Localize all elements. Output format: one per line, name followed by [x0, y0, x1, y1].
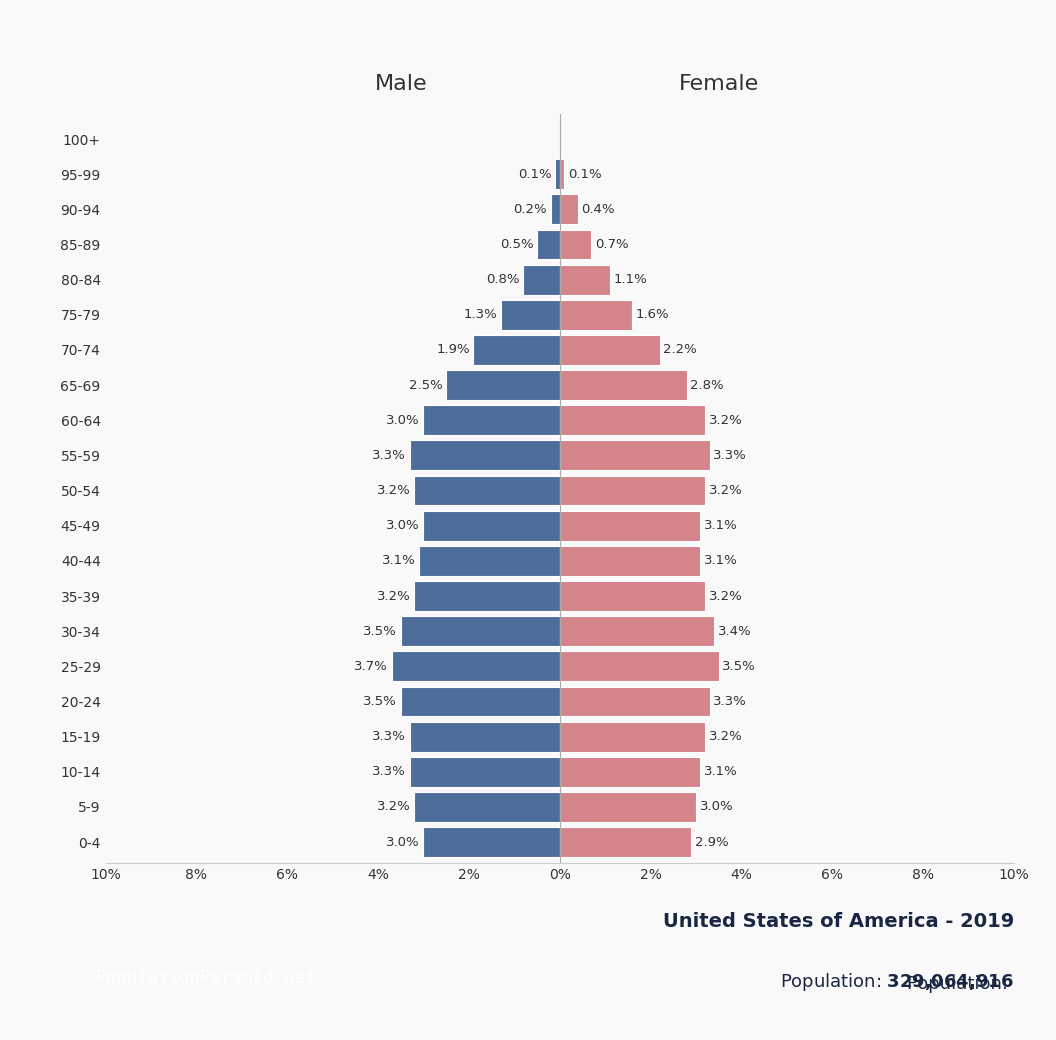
- Bar: [423, 827, 560, 857]
- Bar: [501, 300, 560, 330]
- Text: 3.2%: 3.2%: [709, 730, 742, 744]
- Bar: [560, 686, 710, 717]
- Text: 0.7%: 0.7%: [596, 238, 628, 251]
- Text: 0.1%: 0.1%: [568, 167, 602, 181]
- Text: 3.3%: 3.3%: [373, 765, 407, 778]
- Bar: [560, 370, 686, 400]
- Bar: [423, 406, 560, 435]
- Text: 0.4%: 0.4%: [582, 203, 615, 216]
- Bar: [560, 300, 633, 330]
- Bar: [410, 722, 560, 752]
- Text: 3.2%: 3.2%: [377, 484, 411, 497]
- Text: 1.1%: 1.1%: [614, 274, 647, 286]
- Text: 3.1%: 3.1%: [381, 554, 415, 568]
- Bar: [560, 792, 696, 822]
- Text: 3.5%: 3.5%: [363, 695, 397, 708]
- Text: 3.2%: 3.2%: [709, 590, 742, 602]
- Text: 3.2%: 3.2%: [709, 414, 742, 426]
- Bar: [560, 406, 705, 435]
- Bar: [410, 441, 560, 470]
- Text: Population: $\mathbf{329{,}064{,}916}$: Population: $\mathbf{329{,}064{,}916}$: [780, 971, 1014, 993]
- Text: 2.9%: 2.9%: [695, 835, 729, 849]
- Text: 3.7%: 3.7%: [354, 659, 388, 673]
- Bar: [555, 159, 560, 189]
- Bar: [524, 265, 560, 294]
- Text: Male: Male: [375, 74, 427, 94]
- Text: 3.5%: 3.5%: [363, 625, 397, 638]
- Text: 3.4%: 3.4%: [718, 625, 751, 638]
- Bar: [560, 651, 718, 681]
- Text: 3.1%: 3.1%: [704, 765, 738, 778]
- Bar: [560, 827, 692, 857]
- Text: 3.1%: 3.1%: [704, 554, 738, 568]
- Text: 1.3%: 1.3%: [464, 308, 497, 321]
- Text: 1.6%: 1.6%: [636, 308, 670, 321]
- Text: 2.8%: 2.8%: [691, 379, 724, 392]
- Bar: [560, 475, 705, 505]
- Text: 3.3%: 3.3%: [713, 695, 747, 708]
- Bar: [414, 792, 560, 822]
- Bar: [560, 722, 705, 752]
- Text: 3.3%: 3.3%: [373, 449, 407, 462]
- Bar: [560, 194, 578, 225]
- Text: 3.3%: 3.3%: [713, 449, 747, 462]
- Bar: [538, 230, 560, 259]
- Bar: [560, 757, 700, 786]
- Bar: [560, 230, 591, 259]
- Text: 3.0%: 3.0%: [699, 801, 733, 813]
- Bar: [560, 546, 700, 576]
- Bar: [414, 581, 560, 610]
- Text: 3.2%: 3.2%: [377, 590, 411, 602]
- Text: 2.5%: 2.5%: [409, 379, 442, 392]
- Bar: [419, 546, 560, 576]
- Text: Population:: Population:: [907, 976, 1014, 993]
- Bar: [560, 581, 705, 610]
- Bar: [560, 335, 660, 365]
- Text: 0.8%: 0.8%: [486, 274, 520, 286]
- Bar: [560, 159, 564, 189]
- Text: 0.1%: 0.1%: [517, 167, 551, 181]
- Text: 3.2%: 3.2%: [377, 801, 411, 813]
- Bar: [400, 686, 560, 717]
- Text: 3.1%: 3.1%: [704, 519, 738, 532]
- Bar: [560, 441, 710, 470]
- Text: 3.2%: 3.2%: [709, 484, 742, 497]
- Bar: [560, 617, 714, 646]
- Text: 3.3%: 3.3%: [373, 730, 407, 744]
- Text: 3.0%: 3.0%: [386, 519, 420, 532]
- Text: 1.9%: 1.9%: [436, 343, 470, 357]
- Text: United States of America - 2019: United States of America - 2019: [662, 912, 1014, 931]
- Text: 3.0%: 3.0%: [386, 414, 420, 426]
- Text: 3.0%: 3.0%: [386, 835, 420, 849]
- Text: 2.2%: 2.2%: [663, 343, 697, 357]
- Bar: [400, 617, 560, 646]
- Bar: [410, 757, 560, 786]
- Bar: [560, 511, 700, 541]
- Text: Female: Female: [679, 74, 758, 94]
- Text: 0.5%: 0.5%: [499, 238, 533, 251]
- Bar: [473, 335, 560, 365]
- Bar: [392, 651, 560, 681]
- Bar: [446, 370, 560, 400]
- Text: PopulationPyramid.net: PopulationPyramid.net: [96, 968, 316, 987]
- Bar: [414, 475, 560, 505]
- Bar: [550, 194, 560, 225]
- Text: 3.5%: 3.5%: [722, 659, 756, 673]
- Bar: [423, 511, 560, 541]
- Text: 0.2%: 0.2%: [513, 203, 547, 216]
- Bar: [560, 265, 609, 294]
